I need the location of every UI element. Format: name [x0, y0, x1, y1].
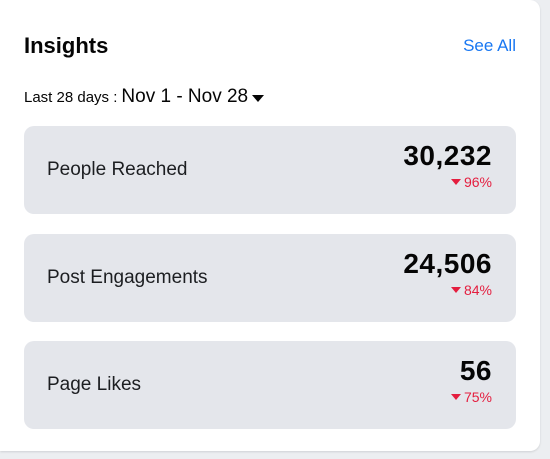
metric-change: 96%: [403, 174, 492, 190]
metric-value: 30,232: [403, 140, 492, 171]
metric-label: Post Engagements: [47, 267, 208, 288]
date-range-label: Last 28 days :: [24, 88, 118, 106]
metric-value: 24,506: [403, 248, 492, 279]
date-range-dropdown[interactable]: Last 28 days : Nov 1 - Nov 28: [24, 86, 265, 108]
metric-stats: 30,232 96%: [403, 140, 492, 190]
metric-page-likes[interactable]: Page Likes 56 75%: [24, 341, 516, 429]
caret-down-icon: [252, 94, 265, 102]
metric-change-value: 75%: [463, 389, 492, 405]
trend-down-icon: [450, 287, 461, 293]
metric-change-value: 84%: [463, 282, 492, 298]
metric-change: 84%: [403, 282, 492, 298]
card-header: Insights See All: [24, 30, 516, 62]
metric-change-value: 96%: [463, 174, 492, 190]
date-range-value: Nov 1 - Nov 28: [121, 86, 249, 107]
metric-label: Page Likes: [47, 374, 142, 395]
metric-post-engagements[interactable]: Post Engagements 24,506 84%: [24, 234, 516, 322]
metric-people-reached[interactable]: People Reached 30,232 96%: [24, 126, 516, 214]
see-all-link[interactable]: See All: [463, 36, 516, 55]
card-title: Insights: [24, 33, 109, 58]
trend-down-icon: [450, 179, 461, 185]
metric-value: 56: [459, 355, 492, 386]
metric-change: 75%: [450, 389, 492, 405]
metric-stats: 56 75%: [450, 355, 492, 405]
metric-stats: 24,506 84%: [403, 248, 492, 298]
trend-down-icon: [450, 394, 461, 400]
metric-label: People Reached: [47, 159, 188, 180]
insights-card: Insights See All Last 28 days : Nov 1 - …: [0, 0, 540, 451]
